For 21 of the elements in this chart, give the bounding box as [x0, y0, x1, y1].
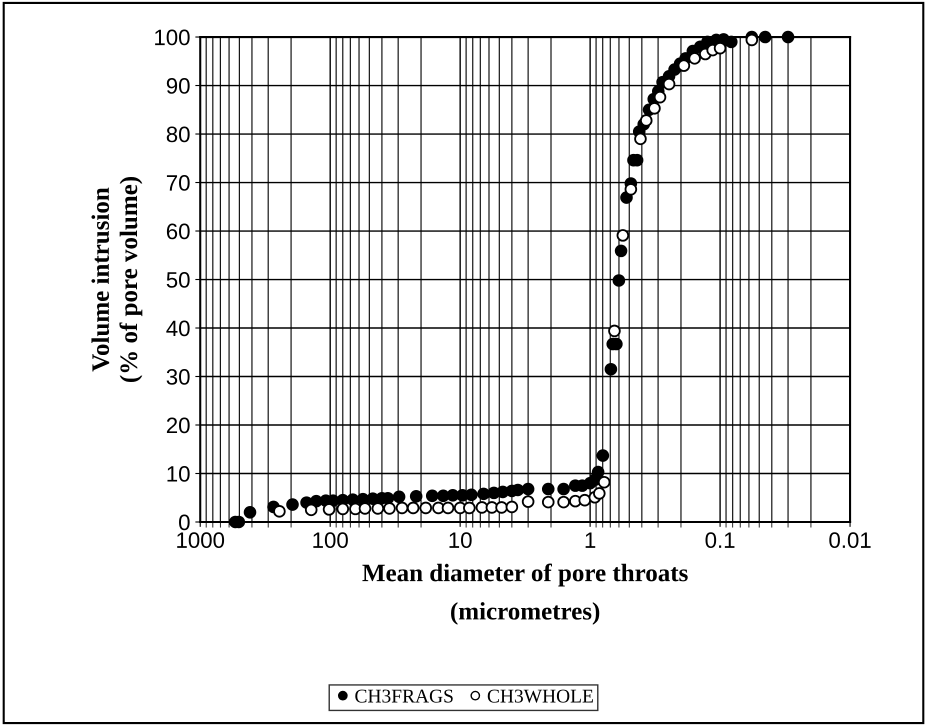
y-tick-label: 0: [179, 514, 190, 530]
x-tick-label: 0.1: [706, 532, 734, 548]
y-tick-label: 60: [166, 224, 190, 240]
x-tick-label: 10: [450, 532, 472, 548]
y-tick-label: 100: [155, 30, 190, 46]
legend-label: CH3FRAGS: [355, 690, 453, 703]
x-tick-label: 100: [313, 532, 348, 548]
x-tick-label: 1: [586, 532, 596, 548]
y-tick-label: 70: [166, 175, 190, 191]
y-tick-label: 10: [167, 466, 190, 482]
y-tick-label: 20: [166, 418, 190, 434]
y-tick-label: 90: [166, 78, 190, 94]
y-tick-label: 30: [166, 369, 190, 385]
y-axis-title: Volume intrusion (% of pore volume): [91, 177, 142, 382]
x-axis-title: Mean diameter of pore throats (micrometres): [362, 564, 688, 625]
legend-label: CH3WHOLE: [488, 690, 593, 703]
y-tick-label: 80: [166, 126, 190, 142]
x-tick-label: 1000: [177, 532, 224, 548]
y-tick-label: 40: [166, 320, 190, 336]
y-tick-label: 50: [166, 272, 190, 288]
x-tick-label: 0.01: [829, 532, 871, 548]
